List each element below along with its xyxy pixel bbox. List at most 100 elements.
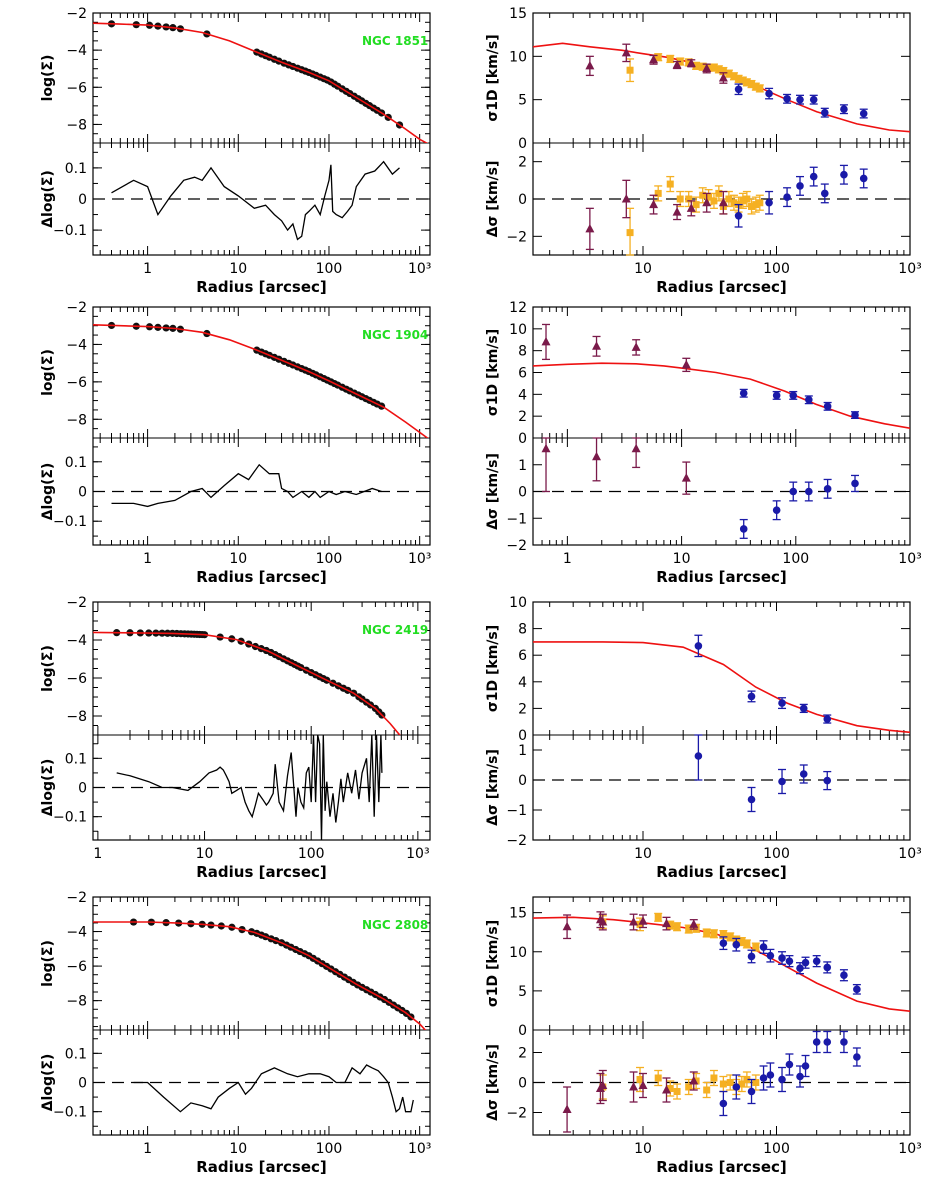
tabulated-point bbox=[747, 692, 756, 701]
radial-velocity-point bbox=[689, 919, 699, 928]
sb-frame bbox=[92, 896, 431, 1136]
sigres-axis-ytick-label: −1 bbox=[506, 803, 527, 819]
tabulated-point bbox=[796, 964, 804, 972]
cluster-name-2: NGC 1904 bbox=[362, 328, 428, 342]
x-axis-label: Radius [arcsec] bbox=[656, 278, 787, 296]
proper-motion-point bbox=[748, 80, 756, 88]
sb-axis-ytick-label: −6 bbox=[66, 959, 87, 975]
radial-velocity-res-point bbox=[598, 1080, 608, 1089]
tabulated-res-point bbox=[778, 777, 786, 786]
y-axis-label-sigma: σ1D [km/s] bbox=[485, 329, 501, 416]
tabulated-point bbox=[823, 402, 832, 411]
sb-axis-xtick-label: 1 bbox=[143, 1141, 152, 1157]
tabulated-res-point bbox=[694, 752, 703, 760]
proper-motion-res-point bbox=[743, 1076, 751, 1083]
sb-axis-xtick-label: 10 bbox=[229, 551, 247, 567]
tabulated-res-point bbox=[796, 1072, 804, 1081]
sb-residual-line bbox=[116, 735, 383, 840]
proper-motion-res-point bbox=[738, 1080, 746, 1088]
cluster-name-4: NGC 2808 bbox=[362, 918, 428, 932]
sig-axis-xtick-label: 10³ bbox=[898, 1141, 921, 1157]
sigres-axis-ytick-label: 0 bbox=[518, 773, 527, 789]
sig-axis-xtick-label: 100 bbox=[763, 1141, 790, 1157]
proper-motion-point bbox=[710, 64, 718, 72]
tabulated-point bbox=[801, 958, 810, 967]
sig-axis-xtick-label: 100 bbox=[763, 846, 790, 862]
proper-motion-res-point bbox=[673, 1088, 681, 1095]
proper-motion-point bbox=[730, 72, 738, 80]
sig-axis-ytick-label: 10 bbox=[509, 595, 527, 611]
y-axis-label-dsigma: Δσ [km/s] bbox=[485, 453, 501, 530]
radial-velocity-point bbox=[718, 73, 728, 82]
tabulated-res-point bbox=[778, 1075, 786, 1084]
tabulated-point bbox=[694, 642, 703, 650]
sig-model-curve bbox=[533, 641, 910, 734]
sig-axis-xtick-label: 10 bbox=[634, 846, 652, 862]
sig-axis-ytick-label: 10 bbox=[509, 49, 527, 65]
tabulated-res-point bbox=[759, 1074, 768, 1082]
sbres-axis-ytick-label: −0.1 bbox=[53, 810, 87, 826]
tabulated-point bbox=[759, 943, 768, 951]
radial-velocity-res-point bbox=[686, 203, 696, 212]
proper-motion-res-point bbox=[730, 199, 738, 207]
sb-axis-xtick-label: 1 bbox=[93, 846, 102, 862]
proper-motion-point bbox=[752, 83, 760, 91]
proper-motion-res-point bbox=[692, 201, 700, 209]
proper-motion-point bbox=[654, 53, 662, 61]
tabulated-res-point bbox=[812, 1038, 821, 1046]
tabulated-res-point bbox=[809, 172, 818, 181]
cluster-name-3: NGC 2419 bbox=[362, 623, 428, 637]
sig-axis-ytick-label: 15 bbox=[509, 6, 527, 22]
sb-axis-xtick-label: 1 bbox=[143, 551, 152, 567]
proper-motion-point bbox=[719, 67, 727, 75]
tabulated-res-point bbox=[799, 770, 808, 778]
sig-frame bbox=[532, 896, 911, 1136]
sbres-axis-ytick-label: 0 bbox=[78, 192, 87, 208]
sigres-axis-ytick-label: −1 bbox=[506, 511, 527, 527]
tabulated-res-point bbox=[796, 182, 804, 190]
tabulated-res-point bbox=[747, 1087, 756, 1096]
radial-velocity-res-point bbox=[629, 1082, 639, 1091]
sbres-axis-ytick-label: −0.1 bbox=[53, 223, 87, 239]
sb-axis-ytick-label: −2 bbox=[66, 300, 87, 316]
proper-motion-res-point bbox=[666, 180, 674, 188]
proper-motion-res-point bbox=[752, 1079, 760, 1086]
sig-axis-xtick-label: 100 bbox=[782, 551, 809, 567]
radial-velocity-point bbox=[562, 921, 572, 931]
sigres-axis-ytick-label: −2 bbox=[506, 229, 527, 245]
sigres-axis-ytick-label: −2 bbox=[506, 833, 527, 849]
proper-motion-res-point bbox=[676, 195, 684, 203]
y-axis-label-sigma: σ1D [km/s] bbox=[485, 34, 501, 121]
sb-frame bbox=[92, 601, 431, 841]
tabulated-point bbox=[796, 95, 804, 104]
proper-motion-point bbox=[692, 924, 700, 932]
sb-model-curve bbox=[93, 631, 401, 735]
tabulated-res-point bbox=[734, 212, 743, 220]
proper-motion-point bbox=[726, 933, 734, 941]
sig-axis-ytick-label: 6 bbox=[518, 648, 527, 664]
sb-axis-ytick-label: −8 bbox=[66, 709, 87, 725]
radial-velocity-res-point bbox=[631, 443, 641, 453]
tabulated-res-point bbox=[739, 525, 748, 533]
sbres-axis-ytick-label: 0.1 bbox=[65, 751, 87, 767]
radial-velocity-res-point bbox=[672, 207, 682, 216]
proper-motion-res-point bbox=[710, 197, 718, 205]
sig-axis-xtick-label: 100 bbox=[763, 261, 790, 277]
tabulated-res-point bbox=[789, 487, 798, 496]
tabulated-res-point bbox=[772, 506, 781, 515]
proper-motion-res-point bbox=[726, 1079, 734, 1086]
radial-velocity-point bbox=[629, 917, 639, 926]
proper-motion-res-point bbox=[710, 1074, 718, 1082]
tabulated-point bbox=[823, 963, 832, 972]
sbres-axis-ytick-label: 0 bbox=[78, 781, 87, 797]
tabulated-point bbox=[812, 957, 821, 965]
tabulated-res-point bbox=[732, 1083, 741, 1091]
sigres-axis-ytick-label: 0 bbox=[518, 485, 527, 501]
x-axis-label: Radius [arcsec] bbox=[196, 863, 327, 881]
proper-motion-res-point bbox=[636, 1076, 644, 1083]
tabulated-point bbox=[778, 699, 786, 707]
sig-axis-ytick-label: 8 bbox=[518, 622, 527, 638]
proper-motion-res-point bbox=[725, 195, 733, 203]
radial-velocity-point bbox=[598, 917, 608, 926]
sig-axis-xtick-label: 10 bbox=[634, 1141, 652, 1157]
